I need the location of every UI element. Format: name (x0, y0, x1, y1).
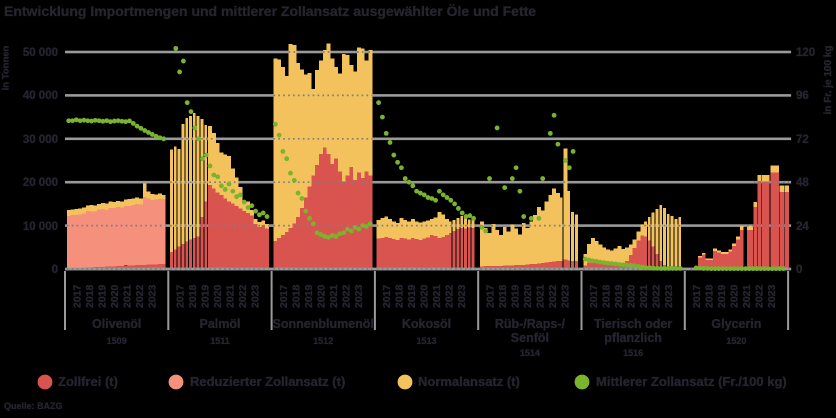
svg-text:Mittlerer Zollansatz (Fr./100: Mittlerer Zollansatz (Fr./100 kg) (596, 374, 787, 389)
svg-text:2020: 2020 (419, 284, 431, 308)
svg-text:20 000: 20 000 (23, 177, 58, 189)
svg-text:50 000: 50 000 (23, 47, 58, 59)
svg-text:2018: 2018 (84, 284, 96, 308)
svg-text:2023: 2023 (146, 284, 158, 308)
svg-text:2022: 2022 (444, 284, 456, 308)
svg-text:pflanzlich: pflanzlich (604, 331, 662, 345)
svg-text:2020: 2020 (212, 284, 224, 308)
svg-text:Zollfrei (t): Zollfrei (t) (58, 374, 118, 389)
svg-text:2019: 2019 (96, 284, 108, 308)
svg-text:2017: 2017 (381, 284, 393, 308)
svg-text:2022: 2022 (134, 284, 146, 308)
svg-text:2018: 2018 (704, 284, 716, 308)
svg-text:1516: 1516 (623, 348, 643, 358)
svg-text:2022: 2022 (650, 284, 662, 308)
svg-text:2022: 2022 (237, 284, 249, 308)
svg-text:48: 48 (796, 177, 809, 189)
svg-text:2023: 2023 (663, 284, 675, 308)
svg-text:2018: 2018 (290, 284, 302, 308)
svg-text:2017: 2017 (588, 284, 600, 308)
svg-text:2023: 2023 (560, 284, 572, 308)
svg-text:in Fr. je 100 kg: in Fr. je 100 kg (823, 46, 834, 115)
svg-text:2020: 2020 (315, 284, 327, 308)
svg-text:2018: 2018 (187, 284, 199, 308)
svg-text:2017: 2017 (71, 284, 83, 308)
svg-text:Reduzierter Zollansatz (t): Reduzierter Zollansatz (t) (190, 374, 345, 389)
svg-text:0: 0 (796, 264, 802, 276)
svg-text:2019: 2019 (510, 284, 522, 308)
svg-text:2020: 2020 (109, 284, 121, 308)
svg-text:10 000: 10 000 (23, 221, 58, 233)
svg-text:2021: 2021 (121, 284, 133, 308)
svg-text:2022: 2022 (547, 284, 559, 308)
svg-text:Senföl: Senföl (511, 331, 549, 345)
svg-text:120: 120 (796, 47, 815, 59)
svg-text:2018: 2018 (394, 284, 406, 308)
svg-text:2017: 2017 (485, 284, 497, 308)
svg-text:2023: 2023 (766, 284, 778, 308)
svg-text:96: 96 (796, 90, 809, 102)
svg-text:Kokosöl: Kokosöl (402, 317, 451, 331)
svg-text:2019: 2019 (716, 284, 728, 308)
svg-text:30 000: 30 000 (23, 134, 58, 146)
svg-text:Normalansatz (t): Normalansatz (t) (418, 374, 520, 389)
svg-text:2021: 2021 (225, 284, 237, 308)
svg-text:2017: 2017 (691, 284, 703, 308)
svg-text:2019: 2019 (303, 284, 315, 308)
svg-text:2023: 2023 (353, 284, 365, 308)
svg-text:1511: 1511 (210, 336, 230, 346)
svg-text:1520: 1520 (726, 336, 746, 346)
svg-text:2021: 2021 (638, 284, 650, 308)
svg-text:24: 24 (796, 221, 809, 233)
svg-text:Olivenöl: Olivenöl (92, 317, 141, 331)
svg-text:1512: 1512 (313, 336, 333, 346)
svg-text:Tierisch oder: Tierisch oder (594, 317, 672, 331)
svg-text:2017: 2017 (278, 284, 290, 308)
svg-text:Rüb-/Raps-/: Rüb-/Raps-/ (495, 317, 566, 331)
svg-text:2020: 2020 (729, 284, 741, 308)
svg-text:2022: 2022 (340, 284, 352, 308)
svg-text:in Tonnen: in Tonnen (1, 45, 12, 90)
svg-text:Glycerin: Glycerin (711, 317, 761, 331)
svg-text:2018: 2018 (497, 284, 509, 308)
svg-text:Entwicklung Importmengen und m: Entwicklung Importmengen und mittlerer Z… (4, 3, 536, 19)
svg-text:2023: 2023 (250, 284, 262, 308)
svg-text:2023: 2023 (456, 284, 468, 308)
svg-text:Sonnenblumenöl: Sonnenblumenöl (273, 317, 374, 331)
svg-text:2020: 2020 (522, 284, 534, 308)
svg-text:2021: 2021 (535, 284, 547, 308)
svg-text:2017: 2017 (175, 284, 187, 308)
svg-text:72: 72 (796, 134, 809, 146)
svg-text:Quelle: BAZG: Quelle: BAZG (4, 401, 63, 411)
svg-text:2019: 2019 (406, 284, 418, 308)
svg-text:1509: 1509 (107, 336, 127, 346)
svg-text:2019: 2019 (200, 284, 212, 308)
svg-text:2020: 2020 (625, 284, 637, 308)
svg-text:40 000: 40 000 (23, 90, 58, 102)
svg-text:0: 0 (52, 264, 58, 276)
svg-text:2022: 2022 (754, 284, 766, 308)
svg-text:2021: 2021 (431, 284, 443, 308)
svg-text:2021: 2021 (328, 284, 340, 308)
svg-text:2021: 2021 (741, 284, 753, 308)
svg-text:2018: 2018 (600, 284, 612, 308)
svg-text:2019: 2019 (613, 284, 625, 308)
svg-text:1513: 1513 (416, 336, 436, 346)
svg-text:Palmöl: Palmöl (200, 317, 241, 331)
svg-text:1514: 1514 (520, 348, 540, 358)
